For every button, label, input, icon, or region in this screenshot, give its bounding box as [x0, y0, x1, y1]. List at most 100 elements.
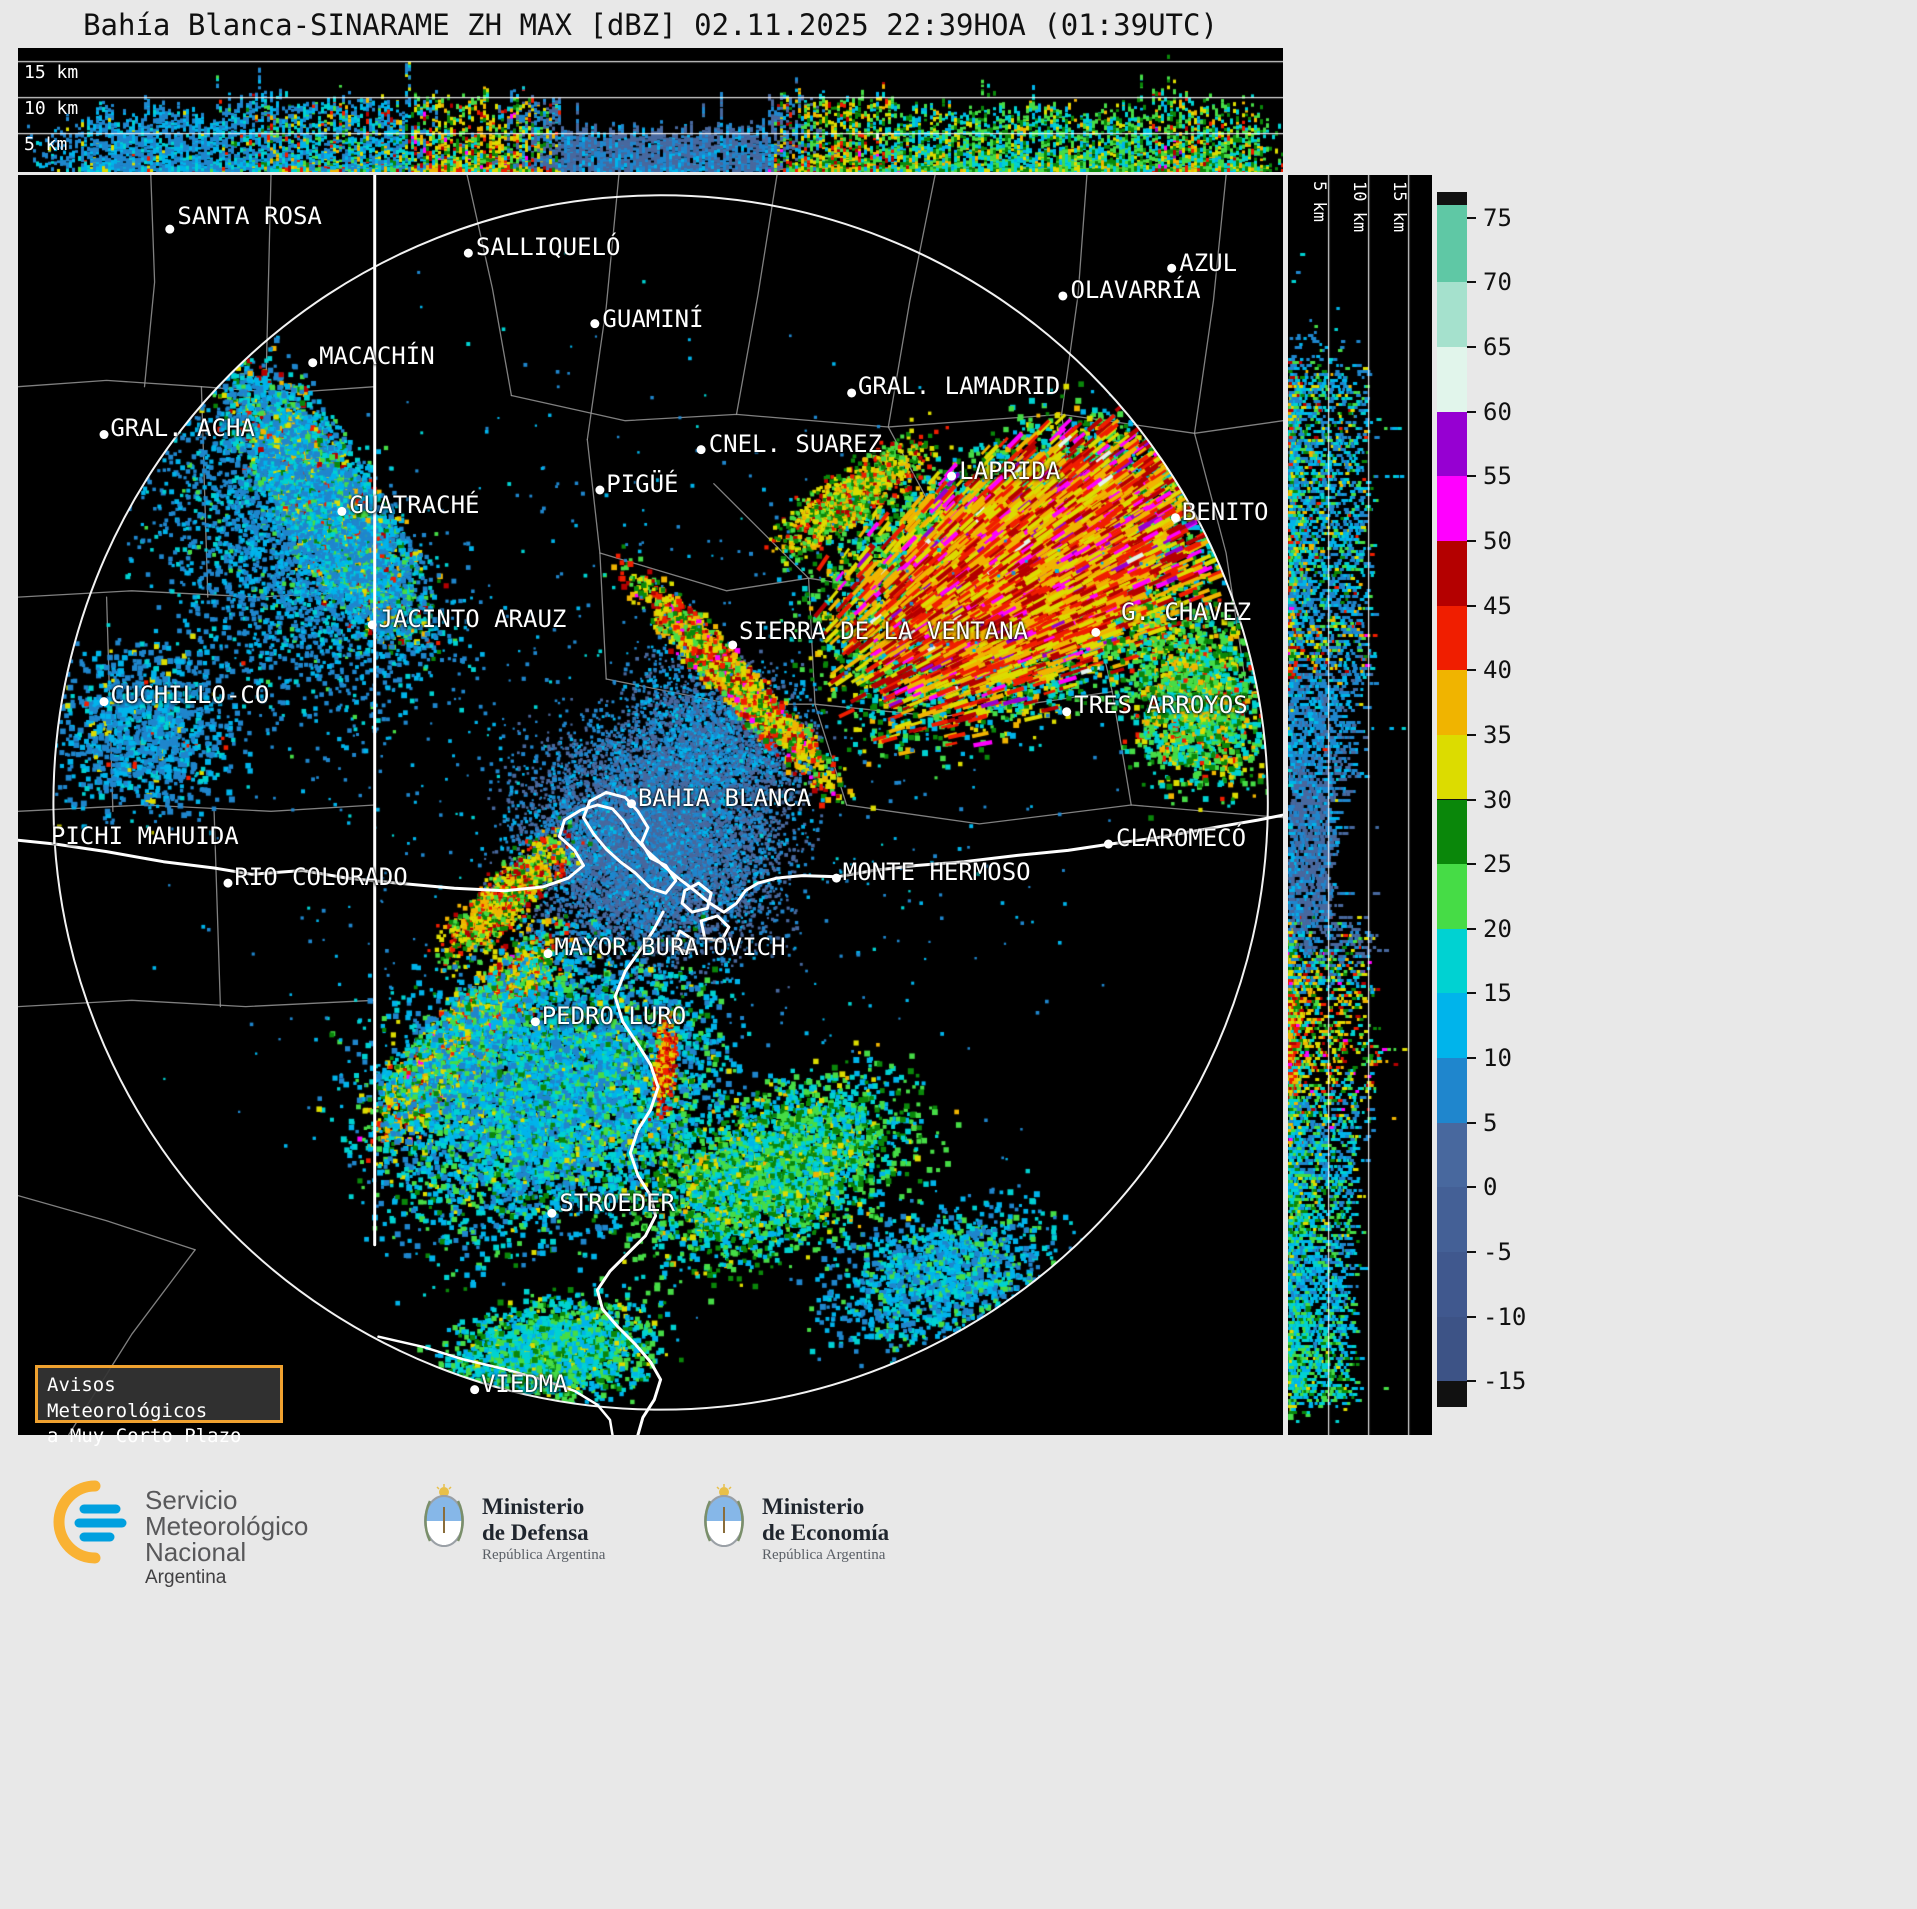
- city-label: STROEDER: [559, 1188, 675, 1217]
- city-dot: [543, 949, 553, 959]
- city-dot: [547, 1208, 557, 1218]
- colorbar-tick-label: 75: [1483, 203, 1512, 232]
- colorbar-segment: [1437, 1251, 1467, 1317]
- warning-line-1: Avisos Meteorológicos: [47, 1374, 208, 1422]
- boundary-line: [671, 929, 695, 954]
- city-dot: [99, 697, 109, 707]
- coat-of-arms-icon: [704, 1484, 744, 1547]
- colorbar-tickmark: [1467, 733, 1476, 736]
- colorbar-tickmark: [1467, 281, 1476, 284]
- city-dot: [530, 1017, 540, 1027]
- city-label: MONTE HERMOSO: [842, 858, 1031, 887]
- city-dot: [1091, 627, 1101, 637]
- city-label: VIEDMA: [480, 1370, 568, 1398]
- height-label-15km-right: 15 km: [1389, 181, 1409, 233]
- colorbar-tick-label: 0: [1483, 1173, 1498, 1202]
- colorbar-tickmark: [1467, 539, 1476, 542]
- city-label: GUAMINÍ: [602, 305, 704, 334]
- height-label-5km-right: 5 km: [1309, 181, 1329, 222]
- range-ring: [52, 194, 1269, 1411]
- city-label: MACACHÍN: [319, 341, 435, 370]
- colorbar-tick-label: 70: [1483, 268, 1512, 297]
- city-dot: [165, 224, 175, 234]
- height-label-10km-right: 10 km: [1349, 181, 1369, 233]
- colorbar-segment: [1437, 1316, 1467, 1382]
- colorbar-tickmark: [1467, 475, 1476, 478]
- xsection-top-canvas: [18, 48, 1283, 172]
- colorbar-tick-label: 45: [1483, 591, 1512, 620]
- city-label: MAYOR BURATOVICH: [554, 932, 786, 961]
- ministry-name: Ministerio: [762, 1494, 865, 1519]
- colorbar-tick-label: -15: [1483, 1367, 1527, 1396]
- city-dot: [595, 485, 605, 495]
- city-dot: [1062, 707, 1072, 717]
- city-label: BENITO: [1181, 498, 1269, 527]
- colorbar-segment: [1437, 347, 1467, 412]
- colorbar-tickmark: [1467, 992, 1476, 995]
- xsection-top-panel: 15 km 10 km 5 km: [18, 48, 1283, 172]
- warning-line-2: a Muy Corto Plazo: [47, 1425, 242, 1448]
- city-dot: [696, 445, 706, 455]
- city-label: GRAL. LAMADRID: [857, 372, 1061, 401]
- colorbar-segment: [1437, 411, 1467, 477]
- colorbar-segment: [1437, 864, 1467, 929]
- city-dot: [223, 878, 233, 888]
- height-label-15km: 15 km: [24, 62, 79, 83]
- city-dot: [1170, 513, 1180, 523]
- colorbar-tick-label: 5: [1483, 1108, 1498, 1137]
- city-label: CLAROMECÓ: [1116, 824, 1247, 853]
- city-dot: [1103, 839, 1113, 849]
- colorbar: [1437, 192, 1467, 1407]
- city-dot: [1058, 291, 1068, 301]
- colorbar-segment: [1437, 1122, 1467, 1188]
- colorbar-tick-label: -10: [1483, 1302, 1527, 1331]
- city-label: AZUL: [1179, 248, 1238, 277]
- height-label-5km: 5 km: [24, 134, 68, 155]
- ministry-subtitle: República Argentina: [482, 1547, 606, 1563]
- colorbar-tick-label: 40: [1483, 656, 1512, 685]
- colorbar-tick-label: 15: [1483, 979, 1512, 1008]
- coastline-rangering-layer: [18, 175, 1283, 1435]
- colorbar-segment: [1437, 476, 1467, 541]
- smn-name-line: Servicio: [145, 1485, 238, 1515]
- city-dot: [308, 358, 318, 368]
- colorbar-segment: [1437, 734, 1467, 800]
- colorbar-tick-label: 60: [1483, 397, 1512, 426]
- city-dot: [463, 248, 473, 258]
- colorbar-tick-label: 20: [1483, 914, 1512, 943]
- colorbar-segment: [1437, 204, 1467, 283]
- colorbar-tickmark: [1467, 1380, 1476, 1383]
- ministry-name: de Defensa: [482, 1520, 589, 1545]
- colorbar-segment: [1437, 670, 1467, 735]
- smn-logo: [52, 1479, 138, 1569]
- ministry-name: de Economía: [762, 1520, 890, 1545]
- colorbar-tickmark: [1467, 669, 1476, 672]
- colorbar-tickmark: [1467, 346, 1476, 349]
- height-label-10km: 10 km: [24, 98, 79, 119]
- city-dot: [1167, 263, 1177, 273]
- coat-of-arms-icon: [424, 1484, 464, 1547]
- city-dot: [99, 430, 109, 440]
- city-label: BAHIA BLANCA: [637, 784, 812, 813]
- city-label: GUATRACHÉ: [349, 490, 480, 519]
- city-dot: [367, 620, 377, 630]
- colorbar-tick-label: 55: [1483, 462, 1512, 491]
- colorbar-segment: [1437, 1058, 1467, 1123]
- city-dot: [847, 388, 857, 398]
- city-dot: [831, 873, 841, 883]
- product-title: Bahía Blanca-SINARAME ZH MAX [dBZ] 02.11…: [83, 8, 1218, 42]
- colorbar-tick-label: 35: [1483, 720, 1512, 749]
- city-dot: [590, 319, 600, 329]
- city-label: OLAVARRÍA: [1070, 276, 1201, 305]
- ministry-subtitle: República Argentina: [762, 1547, 886, 1563]
- colorbar-tickmark: [1467, 1250, 1476, 1253]
- ministry-name: Ministerio: [482, 1494, 585, 1519]
- colorbar-tick-label: 10: [1483, 1044, 1512, 1072]
- city-label: SALLIQUELÓ: [475, 233, 621, 262]
- boundary-line: [699, 914, 731, 943]
- city-label: CUCHILLO-CO: [110, 680, 270, 709]
- city-dot: [470, 1385, 480, 1395]
- colorbar-segment: [1437, 1187, 1467, 1252]
- smn-country-line: Argentina: [145, 1567, 227, 1588]
